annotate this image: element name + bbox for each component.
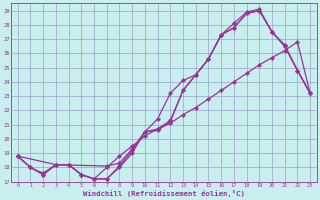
- X-axis label: Windchill (Refroidissement éolien,°C): Windchill (Refroidissement éolien,°C): [83, 190, 245, 197]
